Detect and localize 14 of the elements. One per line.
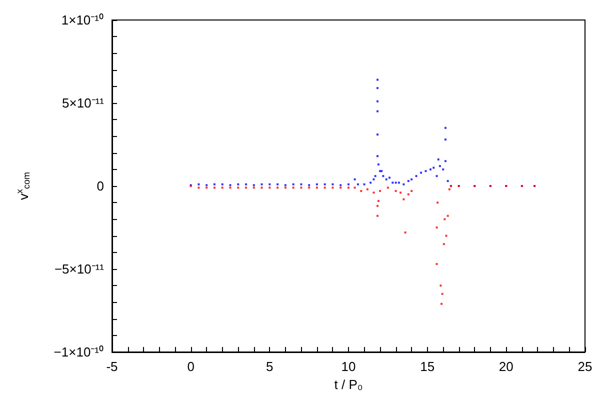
x-tick-label: 0 [187,359,194,374]
x-tick-label: 20 [498,359,514,374]
y-axis-title: vxcom [14,172,32,200]
y-tick-label: 5×10⁻¹¹ [62,96,105,110]
x-axis-title: t / P₀ [334,377,363,392]
y-tick-label: 1×10⁻¹⁰ [61,12,104,28]
x-tick-label: 10 [341,359,356,374]
x-tick-label: 15 [420,359,435,374]
y-tick-label: −1×10⁻¹⁰ [54,344,104,360]
x-tick-label: 25 [578,359,592,374]
x-tick-label: -5 [106,359,118,374]
y-tick-label: −5×10⁻¹¹ [54,262,105,276]
y-tick-label: 0 [96,178,104,194]
x-tick-label: 5 [266,359,274,374]
